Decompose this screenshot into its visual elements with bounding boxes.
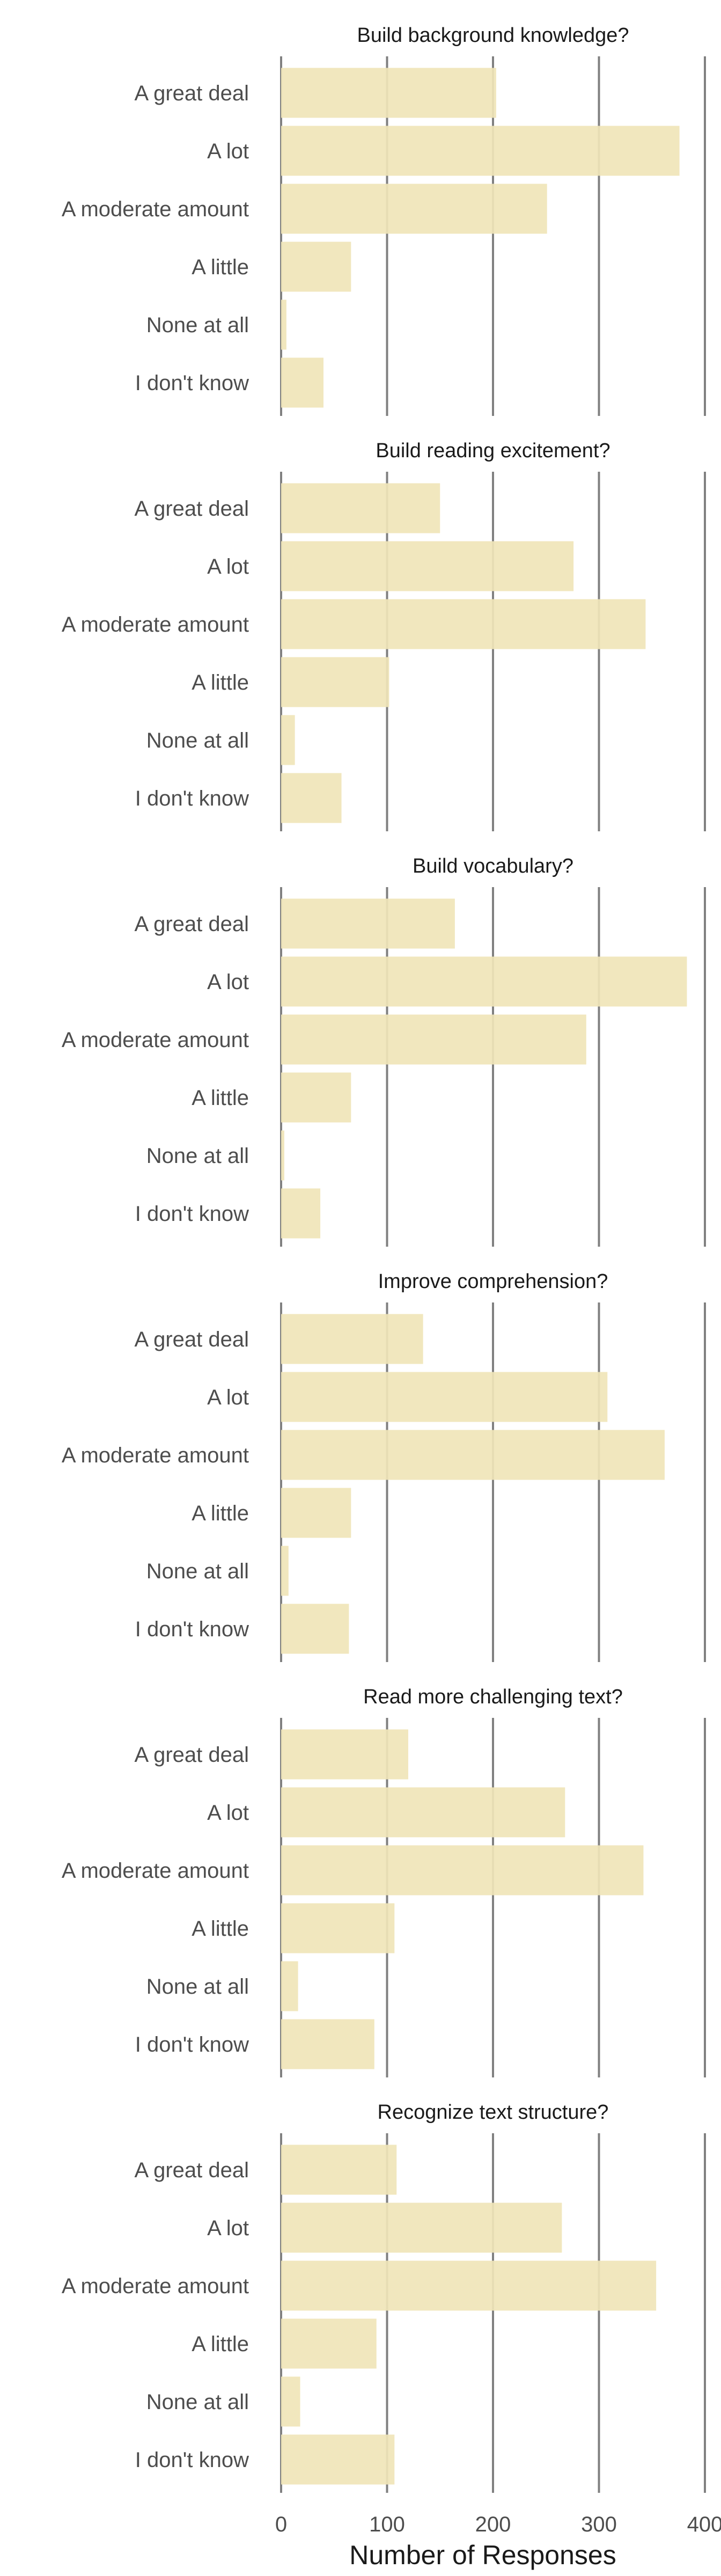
category-label: A lot	[207, 2216, 249, 2240]
bar	[281, 1604, 349, 1654]
panel-title: Improve comprehension?	[378, 1270, 608, 1293]
bar	[281, 1546, 289, 1596]
facet-panel: Build background knowledge? A great deal A…	[62, 24, 706, 416]
bar	[281, 2376, 300, 2427]
bar	[281, 1188, 321, 1239]
category-label: A great deal	[135, 497, 249, 521]
category-label: I don't know	[135, 2033, 249, 2057]
bar	[281, 2019, 374, 2069]
category-label: A lot	[207, 1801, 249, 1825]
category-label: A moderate amount	[62, 613, 249, 636]
bar	[281, 68, 496, 118]
category-label: I don't know	[135, 1202, 249, 1226]
panel-title: Build background knowledge?	[357, 24, 629, 47]
bar	[281, 1961, 298, 2011]
facet-panel: Improve comprehension? A great deal A lot A…	[62, 1270, 706, 1662]
x-tick-label: 400	[687, 2513, 721, 2536]
bar	[281, 357, 323, 408]
category-label: A little	[192, 671, 249, 694]
panel-title: Build reading excitement?	[376, 440, 610, 462]
category-label: I don't know	[135, 371, 249, 395]
category-label: A moderate amount	[62, 197, 249, 221]
x-tick-label: 100	[369, 2513, 405, 2536]
bar	[281, 715, 295, 765]
x-tick-label: 300	[581, 2513, 617, 2536]
facet-panel: Build vocabulary? A great deal A lot A mode…	[62, 855, 706, 1247]
category-label: A great deal	[135, 912, 249, 936]
category-label: A moderate amount	[62, 2274, 249, 2298]
panel-title: Build vocabulary?	[413, 855, 573, 877]
category-label: A moderate amount	[62, 1859, 249, 1883]
facet-panel: Build reading excitement? A great deal A l…	[62, 440, 706, 831]
category-label: A little	[192, 2332, 249, 2356]
category-label: A little	[192, 1086, 249, 1110]
category-label: None at all	[146, 729, 249, 752]
category-label: A lot	[207, 140, 249, 163]
bar	[281, 1372, 608, 1422]
bar	[281, 483, 440, 533]
bar	[281, 2202, 562, 2253]
category-label: A little	[192, 255, 249, 279]
x-tick-label: 200	[475, 2513, 511, 2536]
category-label: None at all	[146, 1144, 249, 1168]
category-label: A lot	[207, 1386, 249, 1409]
category-label: None at all	[146, 1560, 249, 1583]
x-tick-label: 0	[275, 2513, 287, 2536]
chart-panels: Build background knowledge? A great deal A…	[62, 24, 706, 2493]
facet-panel: Recognize text structure? A great deal A l…	[62, 2101, 706, 2493]
category-label: A moderate amount	[62, 1444, 249, 1467]
bar	[281, 1072, 351, 1123]
category-label: None at all	[146, 313, 249, 337]
bar	[281, 1314, 423, 1364]
bar	[281, 1014, 586, 1065]
category-label: I don't know	[135, 1618, 249, 1641]
category-label: A great deal	[135, 82, 249, 105]
category-label: A great deal	[135, 1328, 249, 1351]
bar	[281, 241, 351, 292]
bar	[281, 956, 687, 1007]
bar	[281, 1903, 395, 1953]
bar	[281, 2260, 657, 2311]
bar	[281, 1787, 565, 1838]
bar	[281, 1130, 284, 1181]
category-label: A lot	[207, 970, 249, 994]
category-label: None at all	[146, 1975, 249, 1999]
category-label: A great deal	[135, 1743, 249, 1767]
bar	[281, 541, 574, 591]
bar	[281, 599, 646, 649]
category-label: A moderate amount	[62, 1028, 249, 1052]
category-label: A little	[192, 1917, 249, 1941]
bar	[281, 2145, 397, 2195]
bar	[281, 126, 680, 176]
bar	[281, 1430, 665, 1480]
category-label: I don't know	[135, 787, 249, 810]
category-label: None at all	[146, 2390, 249, 2414]
bar	[281, 2434, 395, 2485]
category-label: A lot	[207, 555, 249, 579]
category-label: A great deal	[135, 2158, 249, 2182]
bar	[281, 184, 547, 234]
bar	[281, 299, 286, 350]
bar	[281, 773, 342, 823]
bar	[281, 1729, 408, 1780]
bar	[281, 1488, 351, 1538]
facet-panel: Read more challenging text? A great deal A…	[62, 1686, 706, 2077]
bar	[281, 657, 389, 707]
category-label: A little	[192, 1502, 249, 1525]
bar	[281, 1845, 644, 1896]
x-axis: 0 100 200 300 400	[275, 2513, 721, 2536]
bar	[281, 898, 455, 949]
panel-title: Recognize text structure?	[378, 2101, 609, 2124]
bar	[281, 2318, 377, 2369]
x-axis-title: Number of Responses	[349, 2540, 616, 2570]
panel-title: Read more challenging text?	[363, 1686, 623, 1708]
category-label: I don't know	[135, 2448, 249, 2472]
